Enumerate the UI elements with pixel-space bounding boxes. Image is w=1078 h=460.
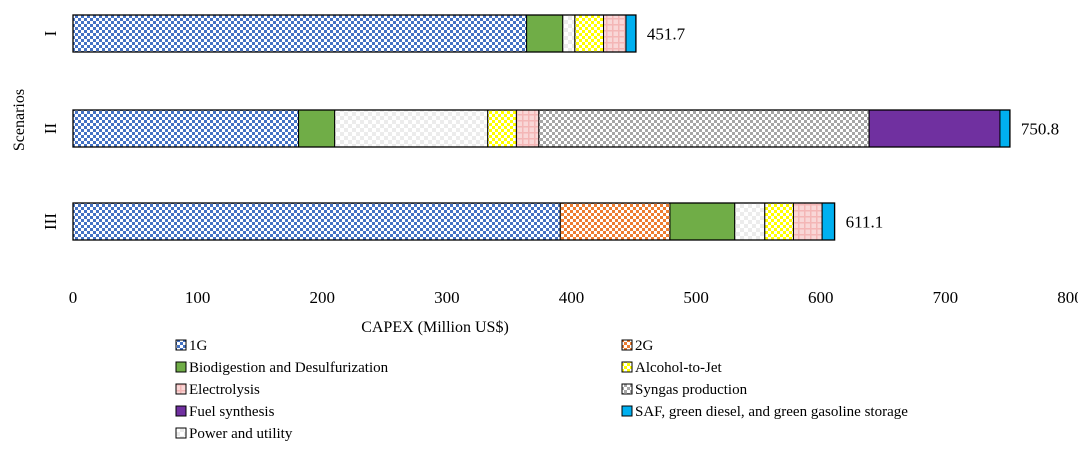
bar-segment-biodigestion-and-desulfurization-iii [669,202,736,241]
bar-segment-1g-i [72,14,528,53]
legend-label-syngas-production: Syngas production [635,382,748,398]
x-tick-label: 100 [185,288,211,307]
category-label-iii: III [41,213,60,230]
legend-label-1g: 1G [189,338,208,354]
total-label-iii: 611.1 [846,213,884,232]
bar-segment-power-and-utility-ii [334,109,489,148]
legend-label-fuel-synthesis: Fuel synthesis [189,404,275,420]
legend-swatch-saf-green-diesel-and-green-gasoline-storage [621,405,633,417]
legend-swatch-alcohol-to-jet [621,361,633,373]
bar-segment-electrolysis-iii [792,202,823,241]
bar-segment-electrolysis-i [603,14,627,53]
bar-segment-biodigestion-and-desulfurization-ii [298,109,336,148]
bar-segment-power-and-utility-i [562,14,576,53]
bar-segment-alcohol-to-jet-ii [487,109,517,148]
legend-swatch-fuel-synthesis [175,405,187,417]
legend-label-biodigestion-and-desulfurization: Biodigestion and Desulfurization [189,360,389,376]
x-tick-label: 600 [808,288,834,307]
bar-segment-alcohol-to-jet-i [574,14,605,53]
bar-segment-syngas-production-ii [538,109,870,148]
bar-outline-ii [72,109,1011,148]
legend-label-2g: 2G [635,338,654,354]
bar-segment-biodigestion-and-desulfurization-i [526,14,564,53]
category-label-i: I [41,30,60,36]
x-axis-ticks: 0 100 200 300 400 500 600 700 800 [69,288,1078,307]
legend-swatch-2g [621,339,633,351]
x-tick-label: 400 [559,288,585,307]
x-tick-label: 700 [933,288,959,307]
x-tick-label: 500 [683,288,709,307]
bar-segment-1g-ii [72,109,300,148]
x-tick-label: 200 [310,288,336,307]
legend-swatch-power-and-utility [175,427,187,439]
legend-label-saf-green-diesel-and-green-gasoline-storage: SAF, green diesel, and green gasoline st… [635,404,908,420]
bars-layer [72,14,1011,241]
bar-segment-saf-green-diesel-and-green-gasoline-storage-i [625,14,637,53]
legend-swatch-1g [175,339,187,351]
total-label-ii: 750.8 [1021,120,1059,139]
bar-outline-iii [72,202,836,241]
category-label-ii: II [41,123,60,135]
bar-segment-fuel-synthesis-ii [868,109,1001,148]
bar-segment-2g-iii [559,202,671,241]
bar-segment-1g-iii [72,202,561,241]
total-label-i: 451.7 [647,25,686,44]
legend-swatch-electrolysis [175,383,187,395]
x-tick-label: 0 [69,288,78,307]
bar-segment-saf-green-diesel-and-green-gasoline-storage-iii [821,202,836,241]
legend-swatch-syngas-production [621,383,633,395]
labels-layer: 451.7 I 750.8 II 611.1 III [41,25,1059,232]
bar-outline-i [72,14,637,53]
legend: 1G 2G Biodigestion and Desulfurization Alco… [175,338,908,442]
legend-label-electrolysis: Electrolysis [189,382,260,398]
x-tick-label: 800 [1057,288,1078,307]
bar-segment-power-and-utility-iii [734,202,766,241]
x-axis-title: CAPEX (Million US$) [361,319,509,336]
bar-segment-alcohol-to-jet-iii [764,202,794,241]
y-axis-title: Scenarios [11,89,28,151]
x-tick-label: 300 [434,288,460,307]
legend-label-alcohol-to-jet: Alcohol-to-Jet [635,360,722,376]
bar-segment-saf-green-diesel-and-green-gasoline-storage-ii [999,109,1011,148]
legend-swatch-biodigestion-and-desulfurization [175,361,187,373]
bar-segment-electrolysis-ii [515,109,540,148]
legend-label-power-and-utility: Power and utility [189,426,293,442]
